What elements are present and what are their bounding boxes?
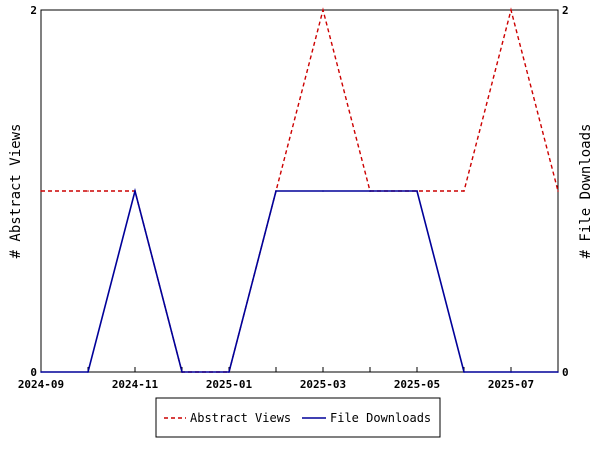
series-point (463, 371, 465, 373)
series-point (557, 371, 559, 373)
series-point (369, 190, 371, 192)
series-point (510, 371, 512, 373)
x-tick-label: 2025-01 (206, 378, 253, 391)
series-point (228, 371, 230, 373)
series-point (416, 190, 418, 192)
labels: 2024-09 2024-11 2025-01 2025-03 2025-05 2025-… (18, 4, 569, 391)
series-point (40, 371, 42, 373)
series-point (275, 190, 277, 192)
series-point (40, 190, 42, 192)
legend-label-abstract-views: Abstract Views (190, 411, 291, 425)
legend-box (155, 397, 441, 438)
y-tick-label: 2 (30, 4, 37, 17)
series-point (322, 190, 324, 192)
series-point (134, 190, 136, 192)
x-tick-label: 2025-03 (300, 378, 346, 391)
series-point (510, 9, 512, 11)
x-tick-label: 2025-07 (488, 378, 534, 391)
y-axis-title: # Abstract Views (8, 124, 24, 259)
series-point (87, 190, 89, 192)
x-tick-label: 2025-05 (394, 378, 440, 391)
series-line-abstract-views (41, 7, 559, 373)
series-layer (40, 7, 559, 373)
series-point (463, 190, 465, 192)
x-tick-label: 2024-09 (18, 378, 64, 391)
series-point (557, 190, 559, 192)
legend-label-file-downloads: File Downloads (330, 411, 431, 425)
x-tick-label: 2024-11 (112, 378, 159, 391)
y2-axis-title: # File Downloads (578, 124, 594, 259)
series-point (181, 371, 183, 373)
y-tick-label: 0 (30, 366, 37, 379)
legend: Abstract Views File Downloads (155, 397, 441, 438)
series-line-file-downloads (41, 187, 558, 373)
series-point (322, 9, 324, 11)
y2-tick-label: 2 (562, 4, 569, 17)
y2-tick-label: 0 (562, 366, 569, 379)
series-point (87, 371, 89, 373)
